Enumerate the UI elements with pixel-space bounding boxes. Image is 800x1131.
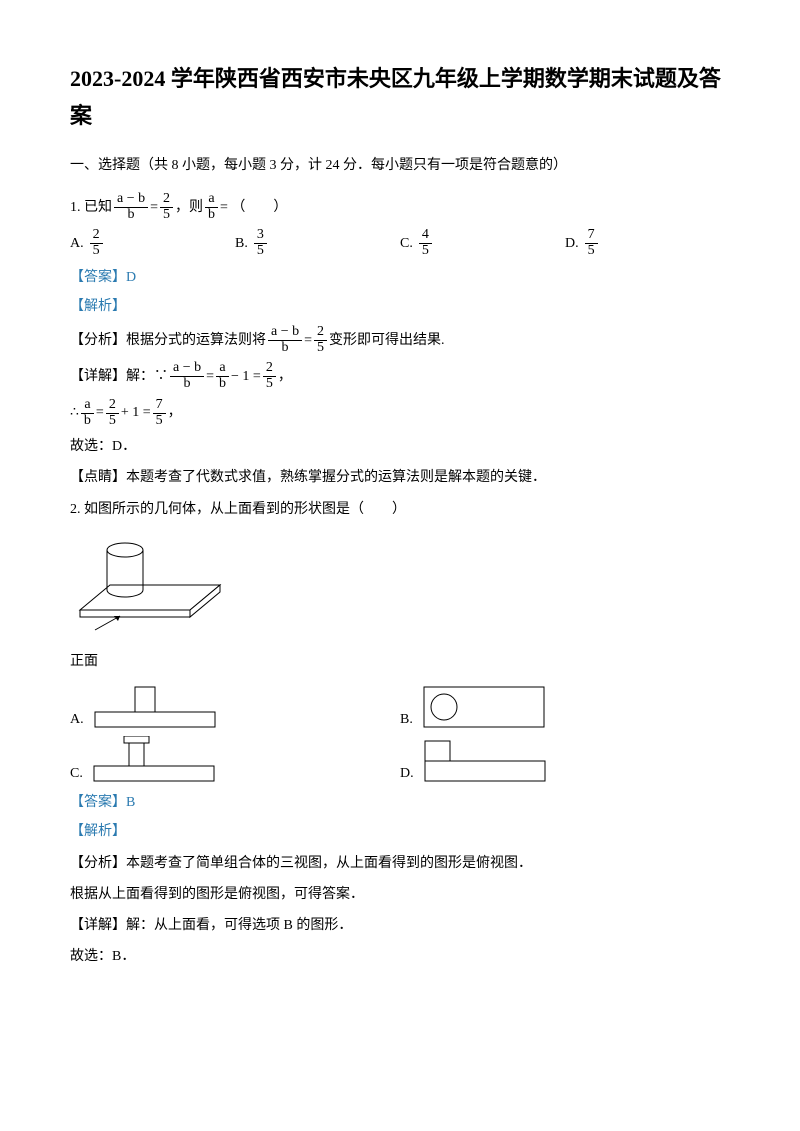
opt-label: B. — [400, 707, 413, 732]
q1-frac1: a − bb — [114, 192, 148, 222]
q2-xiangjie: 【详解】解：从上面看，可得选项 B 的图形． — [70, 913, 730, 938]
opt-label: D. — [400, 761, 414, 786]
q1-blank: （ ） — [231, 195, 287, 220]
page-title: 2023-2024 学年陕西省西安市未央区九年级上学期数学期末试题及答案 — [70, 60, 730, 135]
q1-jiexi: 【解析】 — [70, 294, 730, 319]
opt-label: C. — [70, 761, 83, 786]
section-intro: 一、选择题（共 8 小题，每小题 3 分，计 24 分．每小题只有一项是符合题意… — [70, 153, 730, 178]
q2-opt-a: A. — [70, 682, 400, 732]
q2-stem: 2. 如图所示的几何体，从上面看到的形状图是（ ） — [70, 497, 730, 522]
q1-prefix: 已知 — [84, 195, 112, 220]
q2-fenxi: 【分析】本题考查了简单组合体的三视图，从上面看得到的图形是俯视图． — [70, 851, 730, 876]
q1-stem: 1. 已知 a − bb = 25 ，则 ab = （ ） — [70, 192, 730, 222]
q1-answer: 【答案】D — [70, 265, 730, 290]
q1-frac2: 25 — [160, 192, 173, 222]
q1-number: 1. — [70, 195, 81, 220]
q1-step1: 【详解】 解：∵ a − bb = ab − 1 = 25 ， — [70, 361, 730, 391]
q1-opt-b: B. 35 — [235, 228, 400, 258]
q1-opt-a: A. 25 — [70, 228, 235, 258]
q2-opts-row2: C. D. — [70, 736, 730, 786]
q1-options: A. 25 B. 35 C. 45 D. 75 — [70, 228, 730, 258]
q1-guxuan: 故选：D． — [70, 434, 730, 459]
opt-label: A. — [70, 707, 84, 732]
opt-label: B. — [235, 231, 248, 256]
q2-jiexi: 【解析】 — [70, 819, 730, 844]
opt-label: A. — [70, 231, 84, 256]
q1-frac3: ab — [205, 192, 218, 222]
q2-fenxi2: 根据从上面看得到的图形是俯视图，可得答案． — [70, 882, 730, 907]
q1-opt-c: C. 45 — [400, 228, 565, 258]
q2-opt-b: B. — [400, 682, 730, 732]
q2-guxuan: 故选：B． — [70, 944, 730, 969]
q1-step2: ∴ ab = 25 + 1 = 75 ， — [70, 398, 730, 428]
q2-opt-d: D. — [400, 736, 730, 786]
eq-sign: = — [220, 195, 228, 220]
q1-opt-d: D. 75 — [565, 228, 730, 258]
figure-caption: 正面 — [70, 649, 730, 674]
opt-label: C. — [400, 231, 413, 256]
q2-opt-c: C. — [70, 736, 400, 786]
q2-figure: 正面 — [70, 530, 730, 674]
q2-opts-row1: A. B. — [70, 682, 730, 732]
q1-dianjing: 【点睛】本题考查了代数式求值，熟练掌握分式的运算法则是解本题的关键． — [70, 465, 730, 490]
eq-sign: = — [150, 195, 158, 220]
q1-mid: ，则 — [175, 195, 203, 220]
opt-label: D. — [565, 231, 579, 256]
q1-fenxi: 【分析】 根据分式的运算法则将 a − bb = 25 变形即可得出结果. — [70, 325, 730, 355]
q2-answer: 【答案】B — [70, 790, 730, 815]
